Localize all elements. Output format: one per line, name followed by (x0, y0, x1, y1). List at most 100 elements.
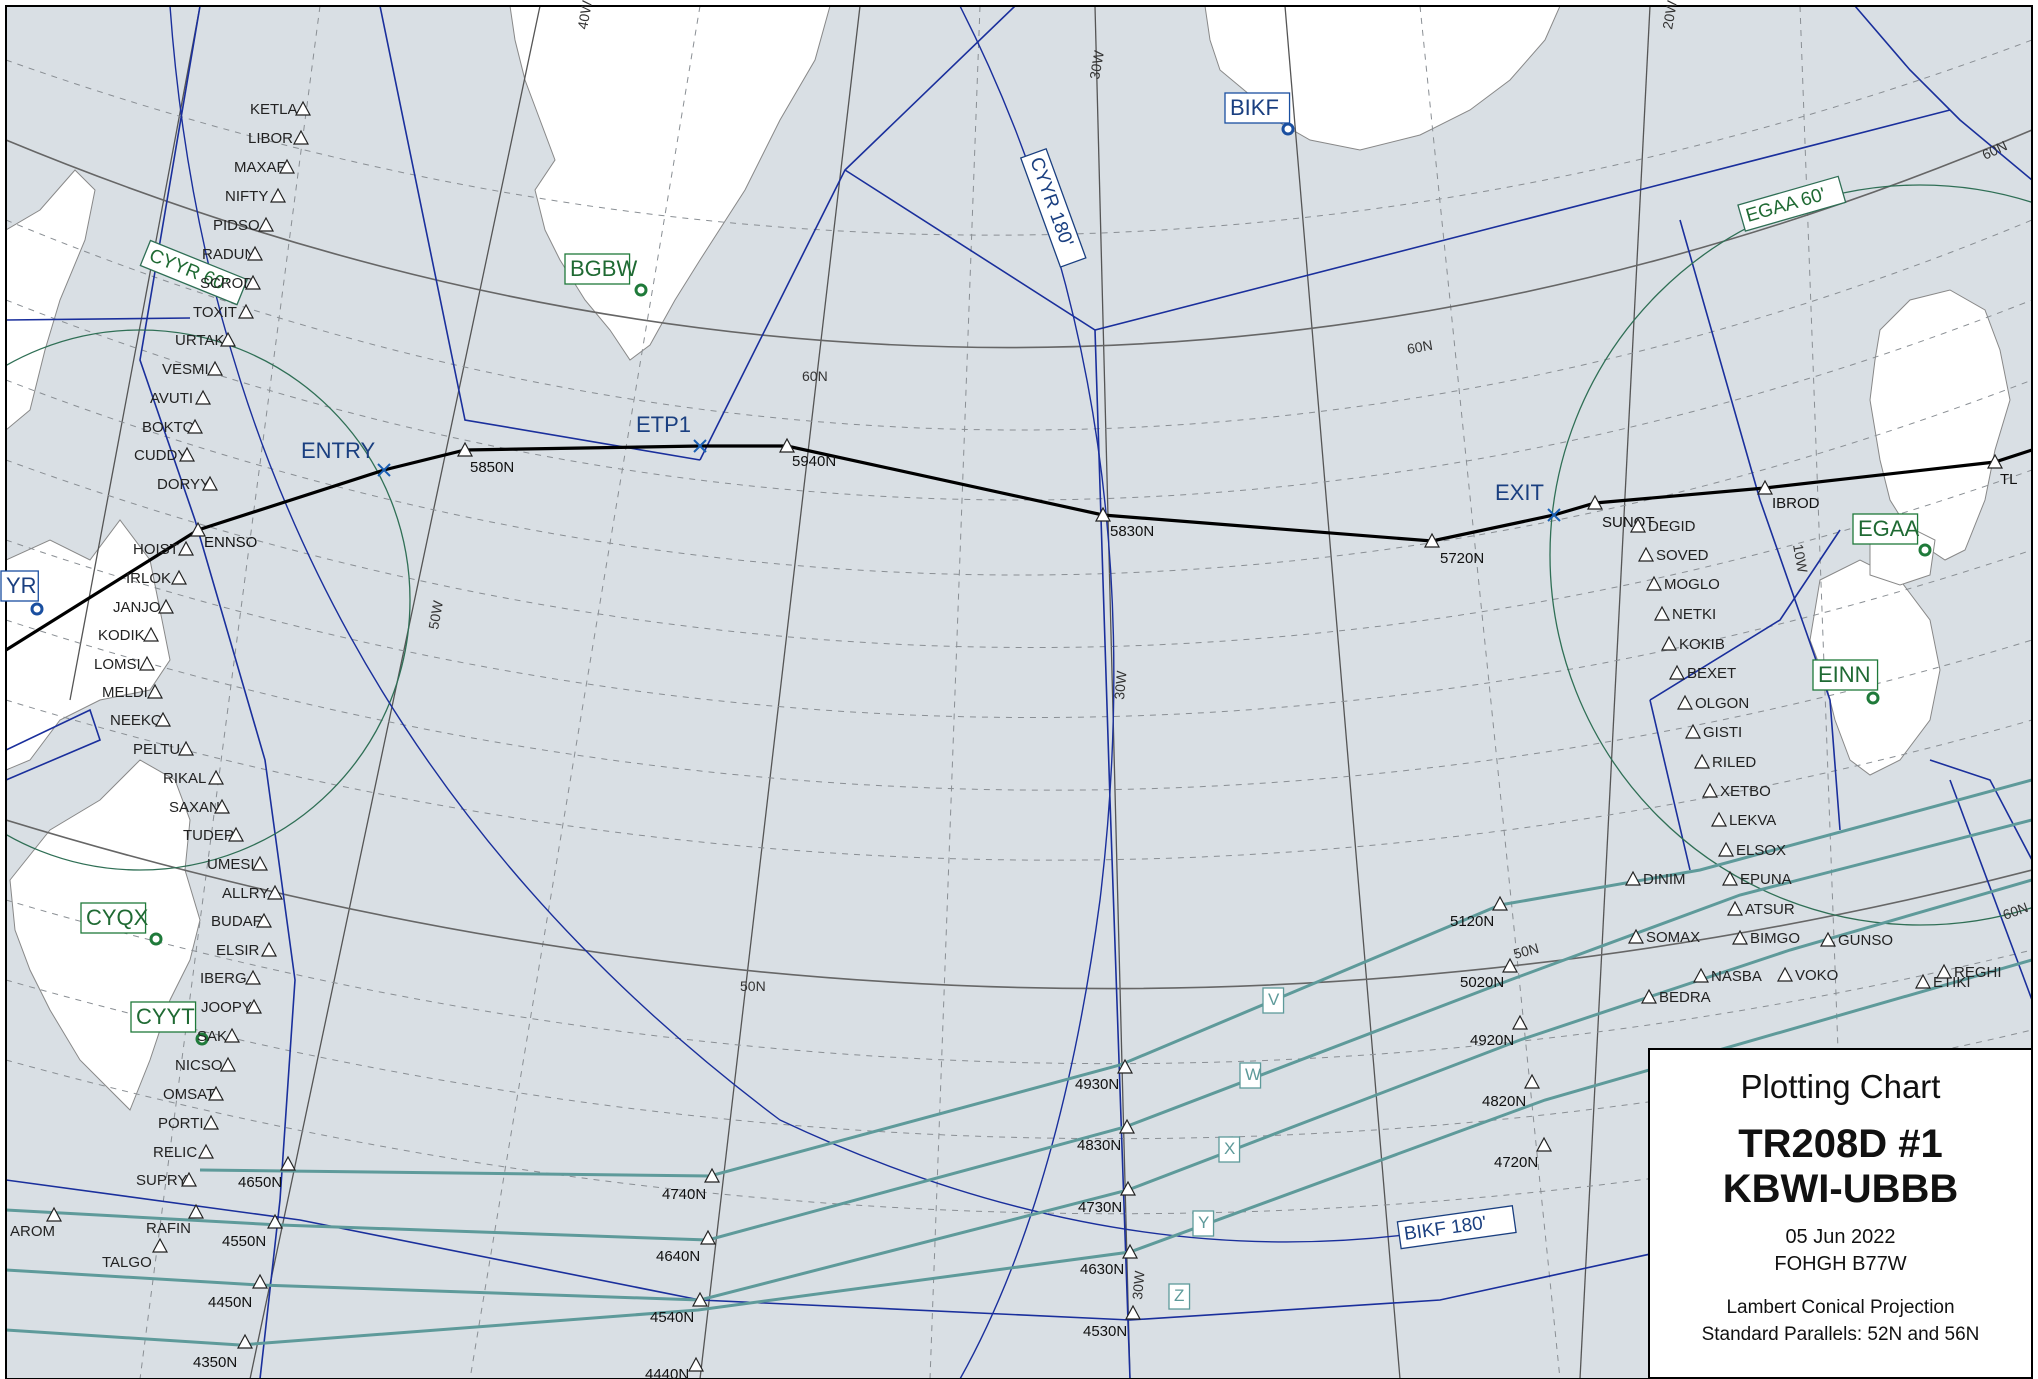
track-point-4830n-label: 4830N (1077, 1137, 1121, 1154)
track-point-4650n-icon (279, 1155, 297, 1171)
fix-elsir-label: ELSIR (216, 942, 260, 959)
track-point-4550n-icon (266, 1213, 284, 1229)
track-point-5020n-label: 5020N (1460, 974, 1504, 991)
fix-toxit-label: TOXIT (193, 304, 237, 321)
fix-elsox-label: ELSOX (1736, 842, 1786, 859)
fix-nicso-label: NICSO (175, 1057, 223, 1074)
airport-bgbw-label: BGBW (564, 253, 637, 285)
svg-text:CYYT: CYYT (136, 1004, 195, 1029)
airport-cyyt-icon (195, 1032, 209, 1046)
fix-olgon-icon (1676, 694, 1694, 710)
fix-bokto-icon (186, 418, 204, 434)
track-letter-z: Z (1168, 1283, 1191, 1310)
fix-neeko-label: NEEKO (110, 712, 163, 729)
parallel-label-0: 60N (802, 368, 828, 384)
fix-rikal-icon (207, 769, 225, 785)
fix-libor-icon (292, 129, 310, 145)
fix-vesmi-label: VESMI (162, 361, 209, 378)
svg-text:V: V (1268, 990, 1280, 1009)
fix-allry-label: ALLRY (222, 885, 269, 902)
fix-maxar-label: MAXAR (234, 159, 288, 176)
fix-budar-icon (255, 912, 273, 928)
route-point-5830n-label: 5830N (1110, 523, 1154, 540)
fix-epuna-label: EPUNA (1740, 871, 1792, 888)
track-point-4920n-label: 4920N (1470, 1032, 1514, 1049)
fix-urtak-icon (219, 331, 237, 347)
svg-text:CYQX: CYQX (86, 905, 149, 930)
fix-lomsi-label: LOMSI (94, 656, 141, 673)
range-ring-label-3: BIKF 180' (1396, 1204, 1517, 1250)
route-point-etp1-label: ETP1 (636, 412, 691, 437)
route-point-5940n-label: 5940N (792, 453, 836, 470)
airport-einn-label: EINN (1812, 659, 1879, 691)
fix-riled-label: RILED (1712, 754, 1756, 771)
track-point-4350n-label: 4350N (193, 1354, 237, 1371)
svg-text:Y: Y (1198, 1213, 1209, 1232)
fix-bokto-label: BOKTO (142, 419, 194, 436)
fix-netki-icon (1653, 605, 1671, 621)
fix-porti-icon (202, 1114, 220, 1130)
fix-relic-label: RELIC (153, 1144, 197, 1161)
airport-egaa-label: EGAA (1852, 513, 1919, 545)
chart-date: 05 Jun 2022 (1785, 1226, 1896, 1248)
route-point-entry-icon (377, 463, 391, 477)
airport-cyqx-icon (149, 932, 163, 946)
svg-text:X: X (1224, 1139, 1235, 1158)
track-point-5120n-label: 5120N (1450, 913, 1494, 930)
track-point-4930n-label: 4930N (1075, 1076, 1119, 1093)
fix-ketla-label: KETLA (250, 101, 298, 118)
fix-olgon-label: OLGON (1695, 695, 1749, 712)
fix-supry-icon (180, 1171, 198, 1187)
fix-soved-label: SOVED (1656, 547, 1709, 564)
fix-reghi-icon (1935, 963, 1953, 979)
fix-dinim-icon (1624, 870, 1642, 886)
fix-elsir-icon (260, 941, 278, 957)
route-point-5940n-icon (778, 437, 796, 453)
fix-somax-label: SOMAX (1646, 929, 1700, 946)
track-letter-w: W (1239, 1062, 1262, 1089)
fix-janjo-label: JANJO (113, 599, 161, 616)
title-box: Plotting Chart TR208D #1 KBWI-UBBB 05 Ju… (1648, 1048, 2033, 1379)
route-point-5850n-icon (456, 441, 474, 457)
fix-arom-icon (45, 1206, 63, 1222)
route-point-5850n-label: 5850N (470, 459, 514, 476)
fix-saxan-icon (213, 798, 231, 814)
fix-umesi-icon (251, 855, 269, 871)
route-id: KBWI-UBBB (1722, 1167, 1959, 1211)
fix-bedra-label: BEDRA (1659, 989, 1711, 1006)
fix-rafin-label: RAFIN (146, 1220, 191, 1237)
track-point-4630n-label: 4630N (1080, 1261, 1124, 1278)
fix-relic-icon (197, 1143, 215, 1159)
track-point-4640n-label: 4640N (656, 1248, 700, 1265)
track-point-4820n-label: 4820N (1482, 1093, 1526, 1110)
route-point-ibrod-label: IBROD (1772, 495, 1820, 512)
fix-xetbo-icon (1701, 782, 1719, 798)
fix-radun-icon (246, 245, 264, 261)
fix-peltu-icon (177, 740, 195, 756)
route-point-exit-label: EXIT (1495, 480, 1544, 505)
fix-meldi-label: MELDI (102, 684, 148, 701)
svg-text:EINN: EINN (1818, 662, 1871, 687)
track-point-4640n-icon (699, 1229, 717, 1245)
fix-sak-icon (223, 1027, 241, 1043)
fix-porti-label: PORTI (158, 1115, 204, 1132)
track-point-4830n-icon (1118, 1118, 1136, 1134)
fix-irlok-icon (170, 569, 188, 585)
meridian-grid (69, 6, 1651, 1379)
fix-bexet-label: BEXET (1687, 665, 1736, 682)
parallel-label-3: 50N (740, 978, 766, 994)
fix-hoist-label: HOIST (133, 541, 179, 558)
flight-id: TR208D #1 (1738, 1122, 1943, 1166)
track-point-4440n-icon (687, 1356, 705, 1372)
parallel-grid-dashed (6, 39, 2032, 1215)
fix-moglo-label: MOGLO (1664, 576, 1720, 593)
meridian-label-3: 30W (1111, 669, 1130, 700)
airport-cyyt-label: CYYT (130, 1001, 197, 1033)
fix-meldi-icon (146, 683, 164, 699)
fix-tudep-label: TUDEP (183, 827, 234, 844)
fix-nifty-icon (269, 187, 287, 203)
track-point-4540n-label: 4540N (650, 1309, 694, 1326)
meridian-label-1: 40W (574, 0, 595, 31)
map-frame (5, 5, 2033, 1379)
